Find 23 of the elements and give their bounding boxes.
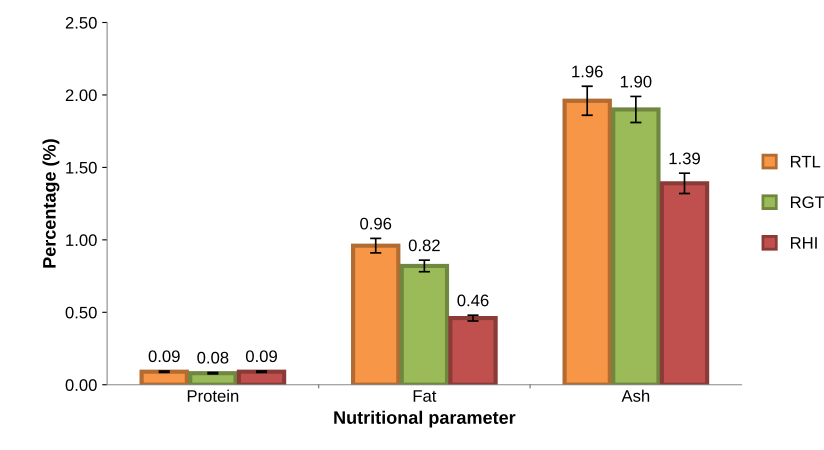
y-axis-title: Percentage (%)	[42, 139, 60, 268]
y-tick-label: 0.50	[66, 306, 97, 319]
data-label: 1.90	[620, 76, 652, 88]
y-tick-label: 2.00	[66, 89, 97, 102]
y-tick-label: 1.50	[66, 162, 97, 174]
data-label: 1.96	[572, 66, 603, 78]
legend-label: RGT	[790, 196, 824, 208]
data-label: 0.08	[197, 352, 228, 364]
y-tick-label: 1.00	[66, 234, 97, 246]
data-label: 0.46	[457, 294, 488, 306]
x-tick-label: Fat	[414, 390, 436, 402]
data-label: 0.82	[408, 239, 440, 252]
data-label: 0.09	[246, 350, 277, 362]
x-tick-label: Ash	[622, 390, 650, 402]
data-label: 1.39	[670, 152, 700, 164]
legend-label: RTL	[790, 156, 820, 168]
y-tick-label: 0.00	[66, 379, 97, 391]
x-axis-title: Nutritional parameter	[334, 410, 516, 428]
legend-label: RHI	[790, 237, 817, 249]
x-tick-label: Protein	[188, 390, 238, 402]
data-label: 0.09	[148, 350, 180, 362]
y-tick-label: 2.50	[66, 16, 97, 29]
data-label: 0.96	[360, 218, 392, 230]
